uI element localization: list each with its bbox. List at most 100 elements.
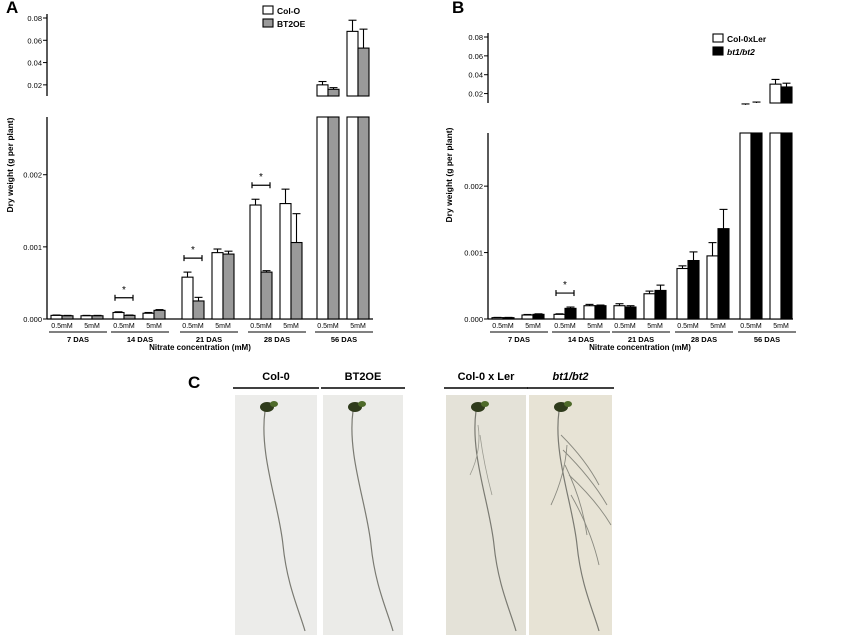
bar-col0xler xyxy=(676,267,689,320)
bar-colo xyxy=(142,312,155,320)
x-axis-label: Nitrate concentration (mM) xyxy=(589,343,691,352)
bar-bt1bt2 xyxy=(717,228,730,320)
primary-root xyxy=(557,410,600,632)
bar-bt1bt2 xyxy=(532,313,545,320)
bar-bt1bt2-lower xyxy=(750,132,763,320)
bar-colo xyxy=(80,315,93,320)
x-sublabel: 0.5mM xyxy=(51,323,73,330)
x-group-label: 21 DAS xyxy=(196,335,222,344)
bar-bt1bt2 xyxy=(780,86,793,104)
seedling-leaf xyxy=(481,401,489,407)
y-tick-label-upper: 0.06 xyxy=(468,52,483,61)
y-tick-label-lower: 0.002 xyxy=(23,171,42,180)
bar-bt1bt2 xyxy=(594,305,607,320)
bar-bt2oe xyxy=(327,88,340,97)
seedling-leaf xyxy=(358,401,366,407)
lateral-root xyxy=(560,434,600,486)
lateral-root xyxy=(562,449,608,506)
photo-label: bt1/bt2 xyxy=(552,371,588,383)
y-tick-label-upper: 0.08 xyxy=(468,33,483,42)
bar-colo xyxy=(316,84,329,97)
x-sublabel: 5mM xyxy=(587,323,603,330)
x-sublabel: 5mM xyxy=(647,323,663,330)
x-sublabel: 5mM xyxy=(215,323,231,330)
x-group-label: 28 DAS xyxy=(264,335,290,344)
bar-bt2oe xyxy=(357,47,370,97)
bar-colo xyxy=(279,203,292,320)
bar-colo xyxy=(346,30,359,97)
primary-root xyxy=(351,410,394,632)
seedling-leaf xyxy=(270,401,278,407)
x-sublabel: 5mM xyxy=(350,323,366,330)
bar-col0xler-lower xyxy=(769,132,782,320)
x-group-label: 56 DAS xyxy=(331,335,357,344)
y-tick-label-upper: 0.04 xyxy=(468,71,483,80)
y-tick-label-upper: 0.08 xyxy=(27,14,42,23)
y-tick-label-lower: 0.002 xyxy=(464,182,483,191)
x-sublabel: 0.5mM xyxy=(113,323,135,330)
bar-colo xyxy=(181,276,194,320)
seedling-photo xyxy=(323,395,403,635)
x-sublabel: 0.5mM xyxy=(614,323,636,330)
y-tick-label-upper: 0.02 xyxy=(27,81,42,90)
y-tick-label-lower: 0.000 xyxy=(23,315,42,324)
significance-star: * xyxy=(563,280,567,291)
x-group-label: 7 DAS xyxy=(508,335,530,344)
bar-bt2oe xyxy=(153,309,166,320)
x-sublabel: 0.5mM xyxy=(317,323,339,330)
y-axis-label: Dry weight (g per plant) xyxy=(5,117,15,212)
x-sublabel: 5mM xyxy=(773,323,789,330)
x-sublabel: 0.5mM xyxy=(492,323,514,330)
x-sublabel: 0.5mM xyxy=(182,323,204,330)
bar-colo-lower xyxy=(346,116,359,320)
legend-label: bt1/bt2 xyxy=(727,47,755,57)
x-sublabel: 5mM xyxy=(84,323,100,330)
legend-label: BT2OE xyxy=(277,19,306,29)
bar-colo xyxy=(211,252,224,320)
photo-panel-c: Col-0 BT2OE Col-0 x Ler bt1/bt2 xyxy=(233,371,614,635)
bar-colo xyxy=(50,314,63,320)
x-sublabel: 5mM xyxy=(525,323,541,330)
significance-star: * xyxy=(191,245,195,256)
legend-swatch xyxy=(262,5,274,15)
x-group-label: 7 DAS xyxy=(67,335,89,344)
x-sublabel: 0.5mM xyxy=(740,323,762,330)
photo-label: Col-0 x Ler xyxy=(458,371,516,383)
x-axis-label: Nitrate concentration (mM) xyxy=(149,343,251,352)
bar-bt1bt2 xyxy=(564,307,577,320)
legend-swatch xyxy=(712,33,724,43)
lateral-root xyxy=(568,474,612,526)
bar-col0xler xyxy=(583,305,596,320)
chart-panel-b: 0.000 0.001 0.002 0.02 0.04 0.06 0.08 Dry weigh… xyxy=(444,33,796,352)
y-axis-label: Dry weight (g per plant) xyxy=(444,127,454,222)
bar-bt2oe xyxy=(91,315,104,320)
chart-panel-a: 0.000 0.001 0.002 0.02 0.04 0.06 0.08 Dry weigh… xyxy=(5,5,373,352)
lateral-root xyxy=(570,494,600,566)
panel-letter-c: C xyxy=(188,373,201,392)
bar-bt2oe-lower xyxy=(357,116,370,320)
lateral-root xyxy=(469,424,480,476)
y-tick-label-upper: 0.02 xyxy=(468,90,483,99)
significance-star: * xyxy=(259,172,263,183)
x-group-label: 56 DAS xyxy=(754,335,780,344)
bar-bt2oe xyxy=(61,315,74,320)
legend-label: Col-O xyxy=(277,6,301,16)
bar-col0xler xyxy=(613,305,626,320)
seedling-photo xyxy=(235,395,317,635)
legend-swatch xyxy=(712,46,724,56)
legend-swatch xyxy=(262,18,274,28)
bar-col0xler-lower xyxy=(739,132,752,320)
primary-root xyxy=(474,410,517,632)
x-sublabel: 0.5mM xyxy=(677,323,699,330)
panel-letter-a: A xyxy=(6,0,19,17)
bar-bt2oe xyxy=(290,241,303,320)
lateral-root xyxy=(479,434,493,496)
bar-bt2oe xyxy=(123,314,136,320)
y-tick-label-upper: 0.04 xyxy=(27,59,42,68)
bar-bt2oe xyxy=(260,271,273,320)
x-group-label: 14 DAS xyxy=(568,335,594,344)
x-sublabel: 5mM xyxy=(710,323,726,330)
bar-bt2oe xyxy=(222,253,235,320)
bar-col0xler xyxy=(769,83,782,104)
photo-label: BT2OE xyxy=(345,371,382,383)
